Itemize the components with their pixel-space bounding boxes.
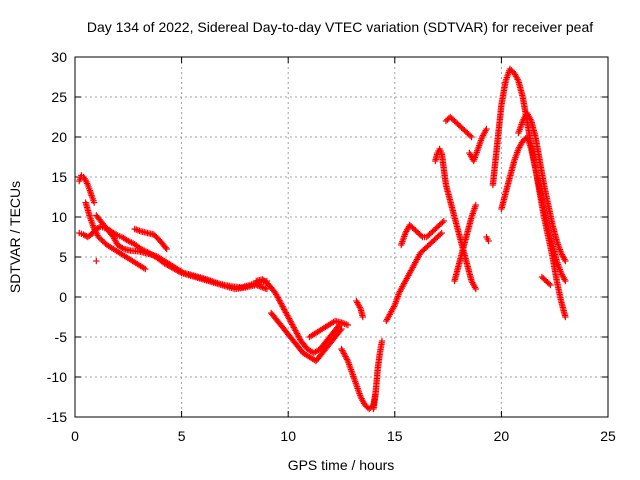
data-point: [163, 245, 170, 253]
y-tick-label: 15: [51, 169, 67, 185]
data-point: [466, 132, 474, 139]
data-point: [562, 313, 569, 321]
series-arc-b: [76, 223, 271, 293]
data-point: [438, 229, 445, 237]
y-tick-label: -15: [47, 409, 67, 425]
y-axis-label: SDTVAR / TECUs: [7, 181, 23, 293]
series-arc-g: [267, 309, 345, 365]
y-tick-label: 25: [51, 89, 67, 105]
data-point: [162, 244, 169, 251]
data-point: [90, 199, 98, 206]
series-arc-j: [353, 297, 367, 321]
data-points: [76, 65, 569, 413]
series-arc-v: [538, 273, 554, 289]
data-point: [440, 217, 448, 225]
y-tick-label: 10: [51, 209, 67, 225]
x-tick-label: 0: [71, 428, 79, 444]
data-point: [439, 219, 446, 226]
data-point: [378, 337, 386, 345]
data-point: [437, 231, 444, 238]
data-point: [562, 257, 569, 265]
y-tick-label: -5: [55, 329, 68, 345]
series-arc-h: [306, 317, 352, 341]
series-arc-e: [131, 225, 170, 253]
series-arc-l: [383, 229, 445, 325]
x-tick-label: 10: [280, 428, 296, 444]
data-point: [338, 325, 345, 333]
data-point: [472, 285, 480, 293]
plot-frame: [74, 56, 609, 418]
y-tick-label: 30: [51, 49, 67, 65]
data-point: [485, 237, 492, 245]
series-arc-k: [370, 337, 386, 413]
series-arc-q: [466, 125, 490, 165]
series-arc-p: [451, 201, 480, 285]
x-axis-label: GPS time / hours: [288, 457, 395, 473]
data-point-outlier: [93, 257, 100, 265]
y-tick-label: 20: [51, 129, 67, 145]
data-point: [562, 277, 569, 285]
data-point: [472, 201, 480, 209]
x-tick-label: 5: [178, 428, 186, 444]
data-point: [337, 327, 344, 334]
x-tick-label: 25: [600, 428, 616, 444]
data-point: [344, 321, 352, 329]
x-tick-label: 15: [387, 428, 403, 444]
data-point: [417, 232, 425, 239]
y-tick-label: 0: [59, 289, 67, 305]
data-point: [545, 280, 553, 287]
series-arc-c: [82, 199, 149, 273]
series-arc-a: [76, 172, 98, 206]
series-arc-o: [442, 113, 475, 141]
gridlines: [75, 57, 608, 417]
series-arc-f: [253, 276, 343, 357]
y-tick-label: 5: [59, 249, 67, 265]
series-arc-d: [93, 212, 271, 291]
data-point: [547, 281, 554, 289]
data-point: [483, 125, 490, 133]
data-point: [343, 356, 351, 363]
series-arc-r: [483, 233, 492, 245]
chart-title: Day 134 of 2022, Sidereal Day-to-day VTE…: [87, 19, 593, 35]
data-point: [468, 133, 475, 141]
series-arc-t: [498, 133, 569, 285]
data-point: [359, 313, 367, 321]
axis-ticks: -15 -10 -5 0 5 10 15 20 25 30 0 5 10 15 20 25: [47, 49, 616, 444]
series-arc-m: [397, 217, 448, 249]
y-tick-label: -10: [47, 369, 67, 385]
x-tick-label: 20: [494, 428, 510, 444]
series-arc-u: [515, 109, 569, 265]
data-point: [142, 265, 149, 273]
